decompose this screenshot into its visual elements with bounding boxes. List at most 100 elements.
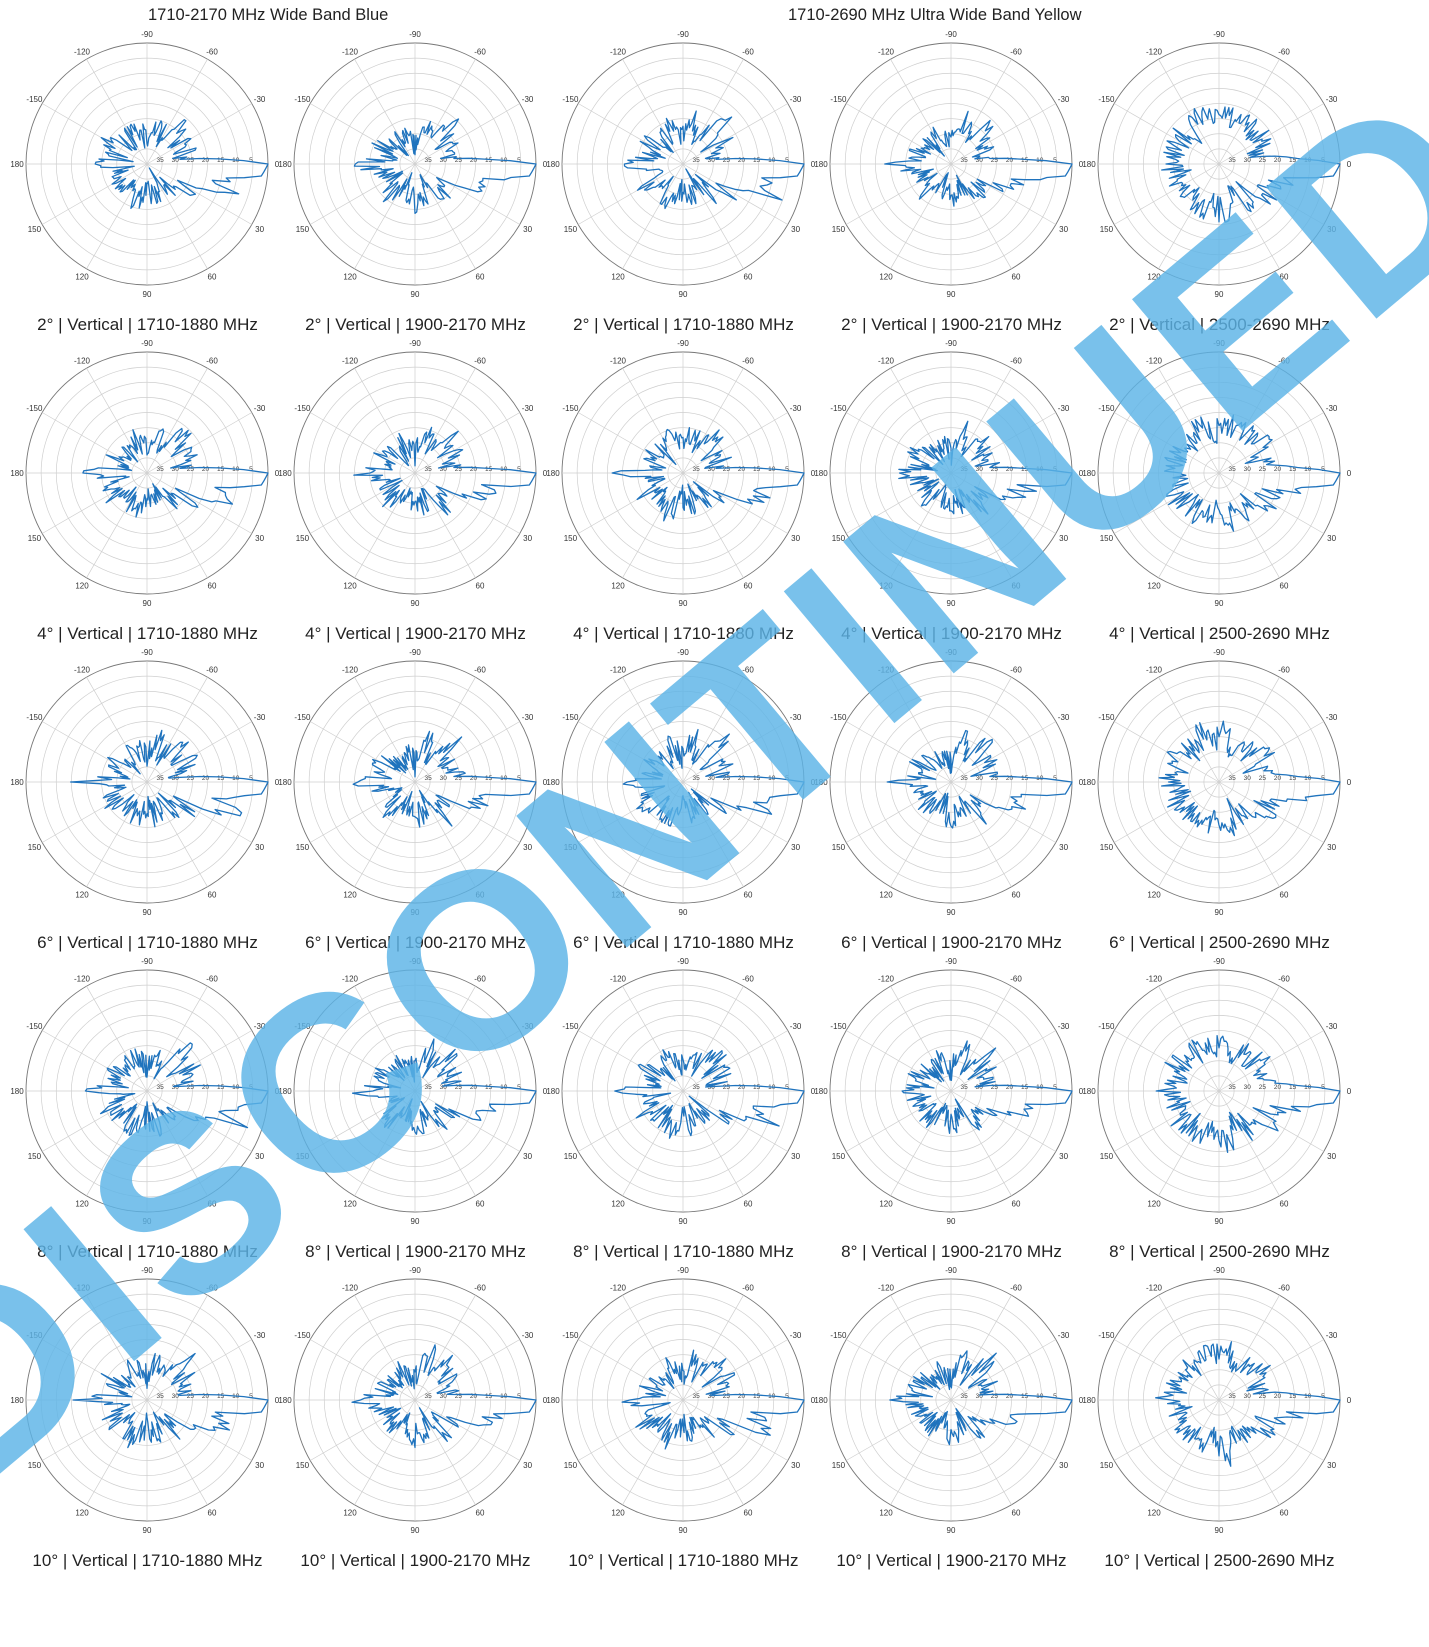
angle-tick-label: 0 — [1347, 469, 1352, 478]
radial-tick-label: 25 — [991, 157, 999, 164]
grid-spoke — [578, 1090, 684, 1152]
radial-tick-label: 5 — [785, 466, 789, 473]
angle-tick-label: -60 — [742, 665, 754, 674]
angle-tick-label: 30 — [1327, 534, 1336, 543]
angle-tick-label: -90 — [677, 648, 689, 657]
angle-tick-label: 120 — [343, 1200, 357, 1209]
radial-tick-label: 35 — [1229, 1393, 1237, 1400]
angle-tick-label: -30 — [1058, 1331, 1070, 1340]
angle-tick-label: 60 — [1012, 1509, 1021, 1518]
angle-tick-label: 60 — [476, 1200, 485, 1209]
radial-tick-label: 15 — [217, 775, 225, 782]
angle-tick-label: 30 — [255, 1461, 264, 1470]
radial-tick-label: 20 — [470, 157, 478, 164]
radial-tick-label: 30 — [708, 775, 716, 782]
angle-tick-label: 150 — [1100, 1152, 1114, 1161]
angle-tick-label: -90 — [1213, 339, 1225, 348]
pattern-trace — [884, 110, 1073, 207]
angle-tick-label: -150 — [830, 713, 847, 722]
grid-spoke — [950, 1339, 1056, 1401]
plot-caption: 6° | Vertical | 1710-1880 MHz — [573, 933, 794, 952]
angle-tick-label: -30 — [254, 404, 266, 413]
grid-spoke — [1158, 1090, 1220, 1196]
angle-tick-label: 30 — [1327, 1152, 1336, 1161]
grid-spoke — [1114, 103, 1220, 165]
radial-tick-label: 5 — [517, 775, 521, 782]
radial-tick-label: 25 — [991, 1084, 999, 1091]
polar-plot-4-1: -90 -60 -30 0 30 60 90 120 150 180 -150 -120 5 10 15 20… — [5, 957, 290, 1288]
grid-spoke — [86, 677, 148, 783]
grid-spoke — [1218, 472, 1280, 578]
angle-tick-label: -120 — [1146, 47, 1163, 56]
plot-caption: 2° | Vertical | 1710-1880 MHz — [37, 315, 258, 334]
polar-plot-svg: -90-60-300306090120150180-150-1205101520… — [10, 339, 279, 608]
grid-spoke — [950, 472, 1012, 578]
radial-tick-label: 5 — [249, 466, 253, 473]
angle-tick-label: 0 — [275, 160, 280, 169]
polar-plot-svg: -90-60-300306090120150180-150-1205101520… — [1082, 1266, 1351, 1535]
angle-tick-label: -120 — [74, 47, 91, 56]
radial-tick-label: 20 — [1274, 1084, 1282, 1091]
polar-plot-svg: -90-60-300306090120150180-150-1205101520… — [546, 1266, 815, 1535]
angle-tick-label: -60 — [206, 974, 218, 983]
radial-tick-label: 35 — [693, 1393, 701, 1400]
radial-tick-label: 25 — [187, 1393, 195, 1400]
grid-spoke — [42, 1339, 148, 1401]
grid-spoke — [950, 368, 1012, 474]
grid-spoke — [682, 472, 788, 534]
grid-spoke — [950, 163, 1056, 225]
angle-tick-label: -120 — [74, 974, 91, 983]
angle-tick-label: 60 — [208, 1200, 217, 1209]
plot-caption: 2° | Vertical | 1710-1880 MHz — [573, 315, 794, 334]
angle-tick-label: -150 — [562, 95, 579, 104]
angle-tick-label: 120 — [343, 582, 357, 591]
angle-tick-label: 180 — [278, 469, 292, 478]
angle-tick-label: -150 — [830, 404, 847, 413]
grid-spoke — [950, 781, 1056, 843]
radial-tick-label: 15 — [1021, 1084, 1029, 1091]
grid-spoke — [1218, 59, 1280, 165]
radial-tick-label: 5 — [1321, 466, 1325, 473]
angle-tick-label: 120 — [611, 1509, 625, 1518]
angle-tick-label: 120 — [879, 1509, 893, 1518]
radial-tick-label: 35 — [425, 1084, 433, 1091]
grid-spoke — [846, 1339, 952, 1401]
angle-tick-label: -150 — [562, 404, 579, 413]
angle-tick-label: -150 — [294, 404, 311, 413]
angle-tick-label: -30 — [522, 713, 534, 722]
grid-spoke — [1218, 1090, 1324, 1152]
grid-spoke — [414, 368, 476, 474]
angle-tick-label: 90 — [143, 290, 152, 299]
radial-tick-label: 25 — [991, 1393, 999, 1400]
pattern-trace — [352, 730, 537, 828]
plot-caption: 4° | Vertical | 2500-2690 MHz — [1109, 624, 1330, 643]
radial-tick-label: 5 — [517, 1393, 521, 1400]
angle-tick-label: -120 — [1146, 974, 1163, 983]
angle-tick-label: 0 — [1347, 160, 1352, 169]
angle-tick-label: 60 — [476, 1509, 485, 1518]
angle-tick-label: 150 — [28, 534, 42, 543]
radial-tick-label: 15 — [753, 1084, 761, 1091]
grid-spoke — [950, 412, 1056, 474]
grid-spoke — [146, 1090, 208, 1196]
grid-spoke — [682, 1090, 788, 1152]
angle-tick-label: -150 — [294, 1331, 311, 1340]
angle-tick-label: -90 — [945, 30, 957, 39]
angle-tick-label: 90 — [679, 290, 688, 299]
radial-tick-label: 25 — [723, 1393, 731, 1400]
radial-tick-label: 10 — [1304, 775, 1312, 782]
grid-spoke — [950, 59, 1012, 165]
radial-tick-label: 5 — [249, 775, 253, 782]
angle-tick-label: -30 — [254, 713, 266, 722]
angle-tick-label: 60 — [744, 891, 753, 900]
pattern-trace — [84, 1042, 269, 1137]
grid-spoke — [622, 472, 684, 578]
radial-tick-label: 5 — [517, 157, 521, 164]
plot-caption: 4° | Vertical | 1710-1880 MHz — [573, 624, 794, 643]
grid-spoke — [86, 1399, 148, 1505]
angle-tick-label: -30 — [254, 95, 266, 104]
grid-spoke — [578, 412, 684, 474]
radial-tick-label: 35 — [693, 775, 701, 782]
angle-tick-label: 60 — [744, 1509, 753, 1518]
angle-tick-label: -150 — [562, 1331, 579, 1340]
